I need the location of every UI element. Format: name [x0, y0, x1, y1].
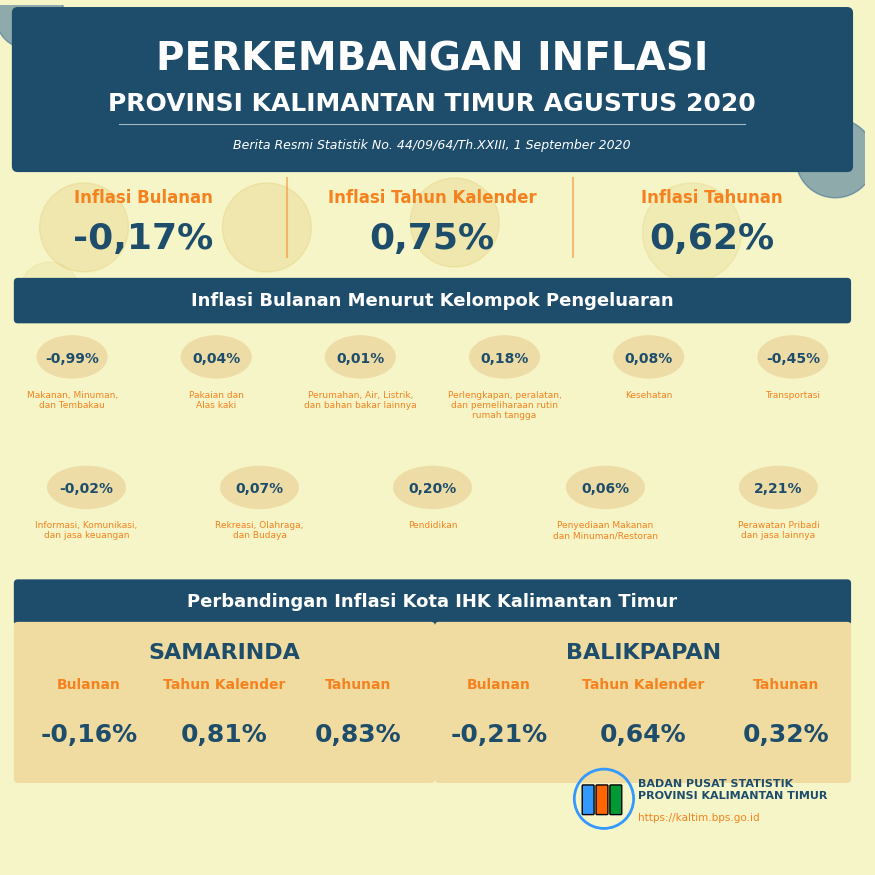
Text: -0,16%: -0,16% [40, 723, 137, 746]
Text: 0,18%: 0,18% [480, 352, 528, 366]
FancyBboxPatch shape [582, 785, 594, 815]
Text: -0,45%: -0,45% [766, 352, 820, 366]
Text: Tahun Kalender: Tahun Kalender [164, 678, 285, 692]
Circle shape [795, 119, 875, 198]
Text: 0,64%: 0,64% [600, 723, 687, 746]
FancyBboxPatch shape [14, 579, 851, 625]
Text: 0,75%: 0,75% [369, 222, 494, 256]
Text: 0,81%: 0,81% [181, 723, 268, 746]
Circle shape [410, 178, 499, 267]
Ellipse shape [220, 466, 299, 509]
FancyBboxPatch shape [14, 622, 435, 783]
Text: Inflasi Tahunan: Inflasi Tahunan [640, 189, 782, 206]
Ellipse shape [180, 335, 252, 379]
Text: Perumahan, Air, Listrik,
dan bahan bakar lainnya: Perumahan, Air, Listrik, dan bahan bakar… [304, 390, 416, 410]
Text: PROVINSI KALIMANTAN TIMUR AGUSTUS 2020: PROVINSI KALIMANTAN TIMUR AGUSTUS 2020 [108, 92, 756, 116]
Ellipse shape [566, 466, 645, 509]
Text: Berita Resmi Statistik No. 44/09/64/Th.XXIII, 1 September 2020: Berita Resmi Statistik No. 44/09/64/Th.X… [233, 139, 631, 152]
Ellipse shape [469, 335, 540, 379]
Ellipse shape [757, 335, 829, 379]
Text: Tahunan: Tahunan [325, 678, 391, 692]
Text: Bulanan: Bulanan [57, 678, 121, 692]
Text: Tahun Kalender: Tahun Kalender [582, 678, 704, 692]
Text: Inflasi Bulanan Menurut Kelompok Pengeluaran: Inflasi Bulanan Menurut Kelompok Pengelu… [191, 291, 673, 310]
Text: -0,21%: -0,21% [451, 723, 548, 746]
Text: PERKEMBANGAN INFLASI: PERKEMBANGAN INFLASI [156, 40, 708, 79]
Text: BADAN PUSAT STATISTIK
PROVINSI KALIMANTAN TIMUR: BADAN PUSAT STATISTIK PROVINSI KALIMANTA… [638, 779, 827, 801]
Circle shape [642, 183, 741, 282]
Text: https://kaltim.bps.go.id: https://kaltim.bps.go.id [638, 813, 760, 822]
Text: Perbandingan Inflasi Kota IHK Kalimantan Timur: Perbandingan Inflasi Kota IHK Kalimantan… [187, 593, 677, 611]
Text: 0,04%: 0,04% [192, 352, 241, 366]
Text: 0,01%: 0,01% [336, 352, 384, 366]
Ellipse shape [325, 335, 396, 379]
Text: BALIKPAPAN: BALIKPAPAN [566, 643, 721, 663]
FancyBboxPatch shape [435, 622, 851, 783]
Ellipse shape [47, 466, 126, 509]
Circle shape [20, 262, 79, 321]
Text: Inflasi Tahun Kalender: Inflasi Tahun Kalender [327, 189, 536, 206]
Text: 0,20%: 0,20% [409, 482, 457, 496]
Ellipse shape [738, 466, 818, 509]
Text: Pakaian dan
Alas kaki: Pakaian dan Alas kaki [189, 390, 243, 410]
FancyBboxPatch shape [14, 278, 851, 324]
Text: Perlengkapan, peralatan,
dan pemeliharaan rutin
rumah tangga: Perlengkapan, peralatan, dan pemeliharaa… [448, 390, 562, 420]
FancyBboxPatch shape [12, 7, 853, 172]
Text: 2,21%: 2,21% [754, 482, 802, 496]
Text: 0,32%: 0,32% [743, 723, 830, 746]
Text: 0,06%: 0,06% [581, 482, 629, 496]
Text: Kesehatan: Kesehatan [625, 390, 672, 400]
Text: 0,08%: 0,08% [625, 352, 673, 366]
Text: 0,62%: 0,62% [649, 222, 774, 256]
Text: Makanan, Minuman,
dan Tembakau: Makanan, Minuman, dan Tembakau [26, 390, 117, 410]
Circle shape [0, 0, 64, 50]
Text: Inflasi Bulanan: Inflasi Bulanan [74, 189, 213, 206]
Text: -0,99%: -0,99% [46, 352, 99, 366]
Text: 0,07%: 0,07% [235, 482, 284, 496]
Text: SAMARINDA: SAMARINDA [149, 643, 300, 663]
Text: Perawatan Pribadi
dan jasa lainnya: Perawatan Pribadi dan jasa lainnya [738, 521, 819, 541]
Ellipse shape [37, 335, 108, 379]
Ellipse shape [393, 466, 472, 509]
FancyBboxPatch shape [610, 785, 622, 815]
Text: -0,02%: -0,02% [60, 482, 114, 496]
Text: -0,17%: -0,17% [74, 222, 213, 256]
Circle shape [39, 183, 129, 272]
Ellipse shape [613, 335, 684, 379]
FancyBboxPatch shape [596, 785, 608, 815]
Text: Pendidikan: Pendidikan [408, 521, 458, 530]
Text: Bulanan: Bulanan [467, 678, 531, 692]
Text: Transportasi: Transportasi [766, 390, 821, 400]
Text: Tahunan: Tahunan [752, 678, 819, 692]
Text: Rekreasi, Olahraga,
dan Budaya: Rekreasi, Olahraga, dan Budaya [215, 521, 304, 541]
Text: Penyediaan Makanan
dan Minuman/Restoran: Penyediaan Makanan dan Minuman/Restoran [553, 521, 658, 541]
Text: 0,83%: 0,83% [314, 723, 401, 746]
Text: Informasi, Komunikasi,
dan jasa keuangan: Informasi, Komunikasi, dan jasa keuangan [35, 521, 137, 541]
Circle shape [222, 183, 312, 272]
